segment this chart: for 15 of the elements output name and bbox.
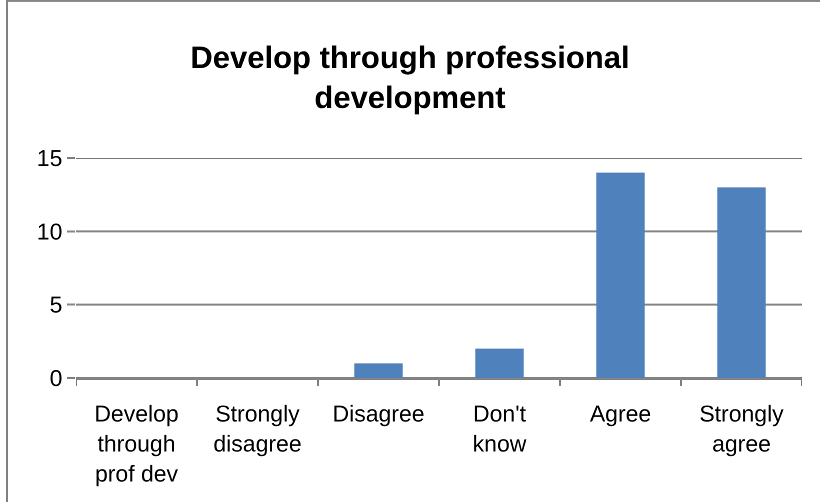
x-tick-label: Disagree	[332, 400, 425, 427]
bar	[717, 187, 766, 378]
x-tick-label: Don't know	[472, 400, 527, 456]
y-tick-label: 15	[36, 145, 62, 172]
x-tick-label: Strongly disagree	[213, 400, 302, 456]
x-tick-label: Strongly agree	[699, 400, 784, 456]
chart-title: Develop through professional development	[190, 40, 630, 116]
y-tick-label: 10	[36, 218, 62, 244]
y-tick-label: 5	[50, 292, 62, 318]
bar	[596, 172, 645, 378]
bar	[475, 348, 524, 378]
x-tick-label: Agree	[590, 400, 652, 427]
bar	[354, 363, 403, 378]
x-tick-label: Develop through prof dev	[94, 400, 179, 486]
y-tick-label: 0	[50, 365, 62, 392]
